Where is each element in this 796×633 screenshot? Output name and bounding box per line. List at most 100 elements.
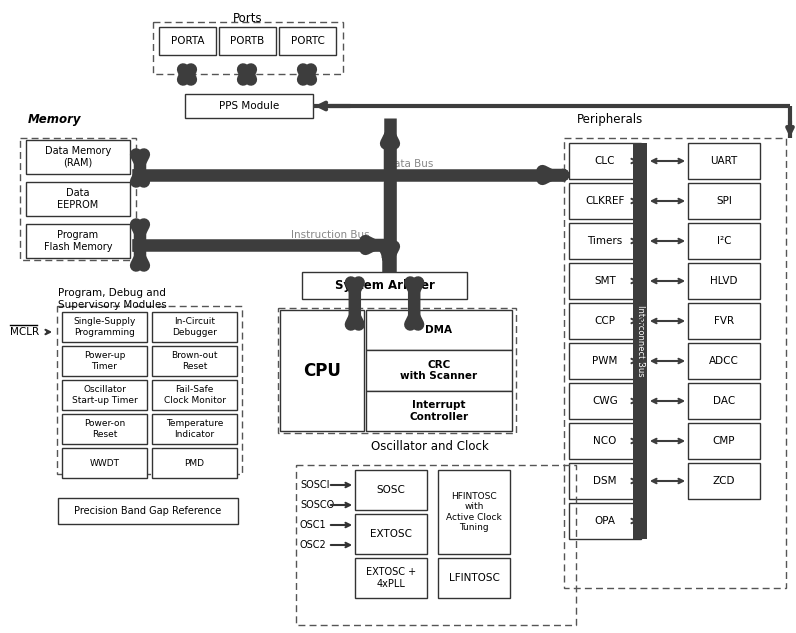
- Text: WWDT: WWDT: [89, 458, 119, 468]
- Text: Single-Supply
Programming: Single-Supply Programming: [73, 317, 135, 337]
- Bar: [569, 423, 641, 459]
- Bar: [152, 448, 237, 478]
- Bar: [152, 312, 237, 342]
- Bar: [366, 391, 512, 431]
- Text: Program
Flash Memory: Program Flash Memory: [44, 230, 112, 252]
- Text: CLKREF: CLKREF: [585, 196, 625, 206]
- Bar: [569, 183, 641, 219]
- Bar: [569, 303, 641, 339]
- Text: CPU: CPU: [303, 361, 341, 380]
- Bar: [688, 263, 760, 299]
- Bar: [57, 306, 242, 474]
- Text: Timers: Timers: [587, 236, 622, 246]
- Bar: [219, 27, 276, 55]
- Text: SOSC: SOSC: [377, 485, 405, 495]
- Bar: [153, 22, 343, 74]
- Text: CWG: CWG: [592, 396, 618, 406]
- Text: CCP: CCP: [595, 316, 615, 326]
- Bar: [280, 310, 364, 431]
- Bar: [159, 27, 216, 55]
- Text: PORTB: PORTB: [230, 36, 264, 46]
- Bar: [62, 414, 147, 444]
- Bar: [569, 223, 641, 259]
- Bar: [438, 558, 510, 598]
- Bar: [296, 465, 576, 625]
- Bar: [688, 423, 760, 459]
- Text: CMP: CMP: [712, 436, 736, 446]
- Bar: [366, 310, 512, 350]
- Bar: [26, 140, 130, 174]
- Text: Program, Debug and
Supervisory Modules: Program, Debug and Supervisory Modules: [58, 288, 166, 310]
- Bar: [688, 183, 760, 219]
- Text: Data Bus: Data Bus: [386, 159, 434, 169]
- Bar: [185, 94, 313, 118]
- Bar: [438, 470, 510, 554]
- Bar: [302, 272, 467, 299]
- Bar: [569, 263, 641, 299]
- Text: Peripherals: Peripherals: [577, 113, 643, 126]
- Bar: [58, 498, 238, 524]
- Bar: [26, 182, 130, 216]
- Text: SOSCO: SOSCO: [300, 500, 334, 510]
- Text: NCO: NCO: [593, 436, 617, 446]
- Bar: [62, 312, 147, 342]
- Text: I²C: I²C: [716, 236, 732, 246]
- Bar: [279, 27, 336, 55]
- Bar: [62, 346, 147, 376]
- Text: Instruction Bus: Instruction Bus: [291, 230, 369, 240]
- Bar: [633, 143, 647, 539]
- Text: Temperature
Indicator: Temperature Indicator: [166, 419, 223, 439]
- Text: PPS Module: PPS Module: [219, 101, 279, 111]
- Text: Ports: Ports: [233, 12, 263, 25]
- Text: Precision Band Gap Reference: Precision Band Gap Reference: [74, 506, 221, 516]
- Text: HLVD: HLVD: [710, 276, 738, 286]
- Text: Oscillator
Start-up Timer: Oscillator Start-up Timer: [72, 385, 138, 404]
- Bar: [569, 503, 641, 539]
- Text: Interconnect Bus: Interconnect Bus: [635, 305, 645, 377]
- Text: OSC2: OSC2: [300, 540, 326, 550]
- Text: HFINTOSC
with
Active Clock
Tuning: HFINTOSC with Active Clock Tuning: [446, 492, 501, 532]
- Text: Power-up
Timer: Power-up Timer: [84, 351, 125, 371]
- Text: Data Memory
(RAM): Data Memory (RAM): [45, 146, 111, 168]
- Text: PMD: PMD: [185, 458, 205, 468]
- Bar: [688, 343, 760, 379]
- Bar: [569, 383, 641, 419]
- Text: In-Circuit
Debugger: In-Circuit Debugger: [172, 317, 217, 337]
- Text: System Arbiter: System Arbiter: [334, 279, 435, 292]
- Text: Power-on
Reset: Power-on Reset: [84, 419, 125, 439]
- Bar: [688, 303, 760, 339]
- Text: UART: UART: [710, 156, 738, 166]
- Text: SOSCI: SOSCI: [300, 480, 330, 490]
- Bar: [569, 343, 641, 379]
- Text: Data
EEPROM: Data EEPROM: [57, 188, 99, 210]
- Text: SPI: SPI: [716, 196, 732, 206]
- Bar: [688, 223, 760, 259]
- Text: DSM: DSM: [593, 476, 617, 486]
- Text: EXTOSC +
4xPLL: EXTOSC + 4xPLL: [366, 567, 416, 589]
- Bar: [366, 350, 512, 391]
- Text: Fail-Safe
Clock Monitor: Fail-Safe Clock Monitor: [163, 385, 225, 404]
- Bar: [688, 463, 760, 499]
- Text: PWM: PWM: [592, 356, 618, 366]
- Text: ADCC: ADCC: [709, 356, 739, 366]
- Text: Brown-out
Reset: Brown-out Reset: [171, 351, 218, 371]
- Bar: [564, 138, 786, 588]
- Bar: [688, 383, 760, 419]
- Bar: [62, 448, 147, 478]
- Text: Memory: Memory: [28, 113, 81, 126]
- Bar: [355, 558, 427, 598]
- Text: PORTA: PORTA: [171, 36, 205, 46]
- Bar: [569, 143, 641, 179]
- Bar: [355, 514, 427, 554]
- Text: CRC
with Scanner: CRC with Scanner: [400, 360, 478, 381]
- Bar: [355, 470, 427, 510]
- Text: Interrupt
Controller: Interrupt Controller: [409, 400, 469, 422]
- Bar: [152, 380, 237, 410]
- Bar: [688, 143, 760, 179]
- Bar: [152, 346, 237, 376]
- Bar: [62, 380, 147, 410]
- Text: PORTC: PORTC: [291, 36, 325, 46]
- Text: DAC: DAC: [713, 396, 736, 406]
- Bar: [278, 308, 516, 433]
- Text: CLC: CLC: [595, 156, 615, 166]
